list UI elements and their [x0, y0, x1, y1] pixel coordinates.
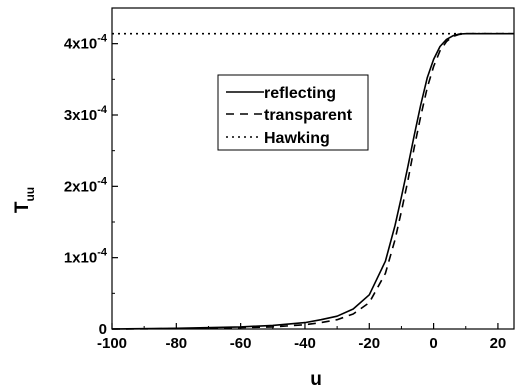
x-tick-label: -20: [358, 335, 380, 352]
y-tick-label: 4x10-4: [64, 33, 108, 53]
y-tick-label: 0: [99, 321, 107, 338]
y-axis-title: Tuu: [12, 187, 37, 213]
x-axis-ticks: -100 -80 -60 -40 -20 0 20: [97, 323, 506, 352]
legend-label-reflecting: reflecting: [264, 85, 336, 102]
y-axis-ticks: 0 1x10-4 2x10-4 3x10-4 4x10-4: [64, 33, 118, 338]
x-tick-label: 20: [490, 335, 507, 352]
legend-box: [217, 74, 369, 151]
series-line-reflecting: [111, 32, 514, 330]
legend: reflecting transparent Hawking: [217, 74, 369, 151]
legend-entry-transparent: transparent: [226, 107, 353, 124]
y-tick-label: 3x10-4: [64, 104, 108, 124]
y-tick-label: 1x10-4: [64, 247, 108, 267]
y-axis-title-main: T: [12, 201, 33, 213]
svg-text:Tuu: Tuu: [12, 187, 37, 213]
x-tick-label: 0: [429, 335, 437, 352]
y-tick-label: 2x10-4: [64, 175, 108, 195]
x-tick-label: -80: [165, 335, 187, 352]
legend-label-hawking: Hawking: [264, 130, 330, 147]
legend-entry-hawking: Hawking: [226, 130, 330, 147]
x-axis-title: u: [310, 369, 322, 389]
series-line-transparent: [111, 32, 514, 330]
series-lines: [111, 32, 514, 330]
plot-area: -100 -80 -60 -40 -20 0 20 0 1x10-4 2x10-4 3x10-4 4…: [64, 7, 515, 352]
legend-label-transparent: transparent: [264, 107, 353, 124]
plot-frame: [111, 7, 515, 330]
x-tick-label: -60: [230, 335, 252, 352]
x-tick-label: -100: [97, 335, 127, 352]
y-axis-title-subscript: uu: [23, 187, 37, 202]
x-tick-label: -40: [294, 335, 316, 352]
legend-entry-reflecting: reflecting: [226, 85, 336, 102]
